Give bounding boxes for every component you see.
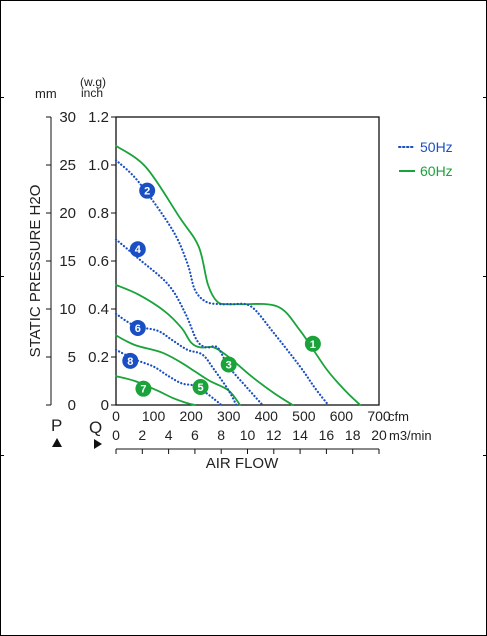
x-tick-label-m3: 20: [371, 427, 387, 443]
x-tick-label-m3: 8: [217, 427, 225, 443]
curve-3-60hz: [115, 284, 294, 406]
y-tick-label-mm: 25: [59, 157, 76, 174]
y-tick-label-inch: 0.4: [88, 301, 109, 318]
x-tick-label-m3: 18: [345, 427, 361, 443]
x-tick-label-cfm: 700: [367, 408, 391, 424]
x-tick-label-cfm: 200: [179, 408, 203, 424]
y-tick-label-mm: 5: [68, 349, 76, 366]
curve-2-50hz: [114, 159, 330, 407]
y-tick-label-mm: 30: [59, 109, 76, 126]
y-tick-label-inch: 1.0: [88, 157, 109, 174]
curve-marker-2: [139, 182, 156, 199]
x-tick-label-m3: 0: [112, 427, 120, 443]
curve-marker-label-2: 2: [144, 186, 150, 198]
curve-marker-7: [135, 380, 152, 397]
curve-1-60hz: [115, 144, 362, 406]
edge-tick: [0, 97, 4, 98]
y-unit-inch-top: (w.g): [80, 75, 106, 89]
edge-tick: [483, 97, 487, 98]
curve-marker-3: [220, 356, 237, 373]
curve-marker-label-5: 5: [197, 382, 203, 394]
curve-5-50hz: [114, 348, 223, 407]
x-tick-label-cfm: 100: [142, 408, 166, 424]
x-tick-label-m3: 2: [138, 427, 146, 443]
curve-markers: 1 2 3 4 5 6 7 8: [122, 182, 321, 397]
x-tick-label-m3: 6: [191, 427, 199, 443]
y-ticks: 30 1.2 25 1.0 20 0.8 15 0.6 10 0.4 5 0.2 0 0: [46, 109, 116, 414]
curve-marker-label-1: 1: [310, 339, 316, 351]
y-tick-label-mm: 15: [59, 253, 76, 270]
y-tick-label-inch: 0.8: [88, 205, 109, 222]
curve-marker-label-4: 4: [135, 244, 142, 256]
curve-marker-label-8: 8: [127, 356, 133, 368]
y-tick-label-mm: 0: [68, 397, 76, 414]
y-tick-label-inch: 0.2: [88, 349, 109, 366]
p-arrow-icon: [52, 438, 62, 447]
p-label: P: [51, 416, 62, 435]
curve-marker-5: [192, 379, 209, 395]
y-tick-label-mm: 10: [59, 301, 76, 318]
curve-marker-8: [122, 352, 139, 369]
edge-tick: [483, 455, 487, 456]
curve-4-50hz: [114, 238, 264, 407]
edge-tick: [483, 276, 487, 277]
curve-marker-label-6: 6: [135, 323, 141, 335]
y-tick-label-inch: 0: [101, 397, 109, 414]
x-tick-label-m3: 16: [319, 427, 335, 443]
curve-7-60hz: [115, 375, 196, 406]
x-unit-cfm: cfm: [388, 409, 409, 424]
curves: [114, 144, 362, 407]
curve-marker-4: [129, 241, 146, 258]
x-tick-label-cfm: 300: [217, 408, 241, 424]
x-tick-label-m3: 10: [240, 427, 256, 443]
q-label: Q: [89, 418, 102, 437]
curve-marker-label-3: 3: [226, 359, 232, 371]
x-ticks: 0 100 200 300 400 500 600 700 0 2 4 6 8 10 12 14 16 18 20: [112, 408, 391, 454]
x-tick-label-cfm: 600: [330, 408, 354, 424]
y-tick-label-inch: 0.6: [88, 253, 109, 270]
curve-marker-6: [129, 319, 146, 336]
edge-tick: [0, 455, 4, 456]
x-tick-label-m3: 4: [165, 427, 173, 443]
plot-area: [115, 116, 380, 406]
x-axis-title: AIR FLOW: [206, 455, 279, 472]
x-tick-label-m3: 14: [292, 427, 308, 443]
x-tick-label-cfm: 400: [255, 408, 279, 424]
x-unit-m3: m3/min: [389, 428, 432, 443]
q-arrow-icon: [94, 439, 102, 449]
curve-6-60hz: [115, 334, 241, 406]
edge-tick: [0, 276, 4, 277]
chart-panel: [17, 68, 462, 474]
y-tick-label-mm: 20: [59, 205, 76, 222]
legend-label-60hz: 60Hz: [420, 163, 453, 179]
x-tick-label-cfm: 0: [112, 408, 120, 424]
curve-marker-label-7: 7: [140, 384, 146, 396]
y-tick-label-inch: 1.2: [88, 109, 109, 126]
x-tick-label-m3: 12: [266, 427, 282, 443]
y-unit-mm: mm: [35, 86, 57, 101]
y-axis-title: STATIC PRESSURE H2O: [27, 185, 44, 358]
legend: 50Hz 60Hz: [398, 139, 453, 179]
curve-marker-1: [304, 335, 321, 352]
x-tick-label-cfm: 500: [292, 408, 316, 424]
y-unit-inch-bottom: inch: [81, 86, 103, 100]
legend-label-50hz: 50Hz: [420, 139, 453, 155]
